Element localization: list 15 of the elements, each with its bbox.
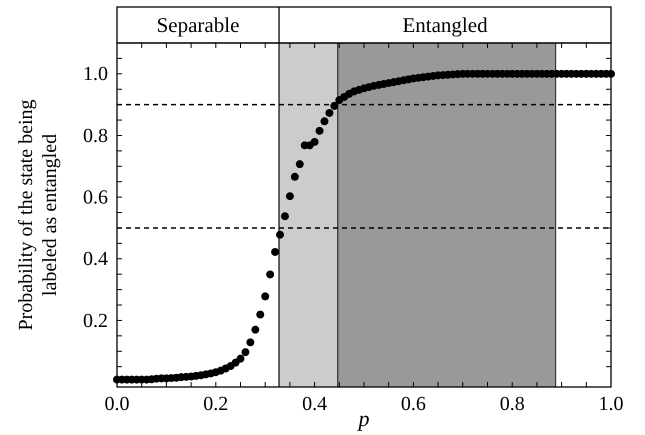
y-tick-label: 0.8 xyxy=(83,124,108,147)
x-tick-label: 1.0 xyxy=(598,393,624,416)
x-tick-label: 0.6 xyxy=(400,393,426,416)
y-tick-label: 0.4 xyxy=(83,248,108,270)
x-axis-title: p xyxy=(356,406,370,431)
text: Separable xyxy=(156,13,240,37)
y-axis-title: Probability of the state being labeled as entangled xyxy=(15,99,61,331)
x-tick-label: 0.8 xyxy=(500,393,525,416)
x-tick-label: 0.2 xyxy=(203,393,228,416)
y-tick-label: 0.6 xyxy=(83,186,108,209)
text: Entangled xyxy=(402,13,488,37)
x-tick-label: 0.0 xyxy=(104,393,130,416)
y-tick-label: 1.0 xyxy=(83,63,108,86)
y-tick-label: 0.2 xyxy=(83,310,108,332)
x-tick-label: 0.4 xyxy=(302,393,328,416)
